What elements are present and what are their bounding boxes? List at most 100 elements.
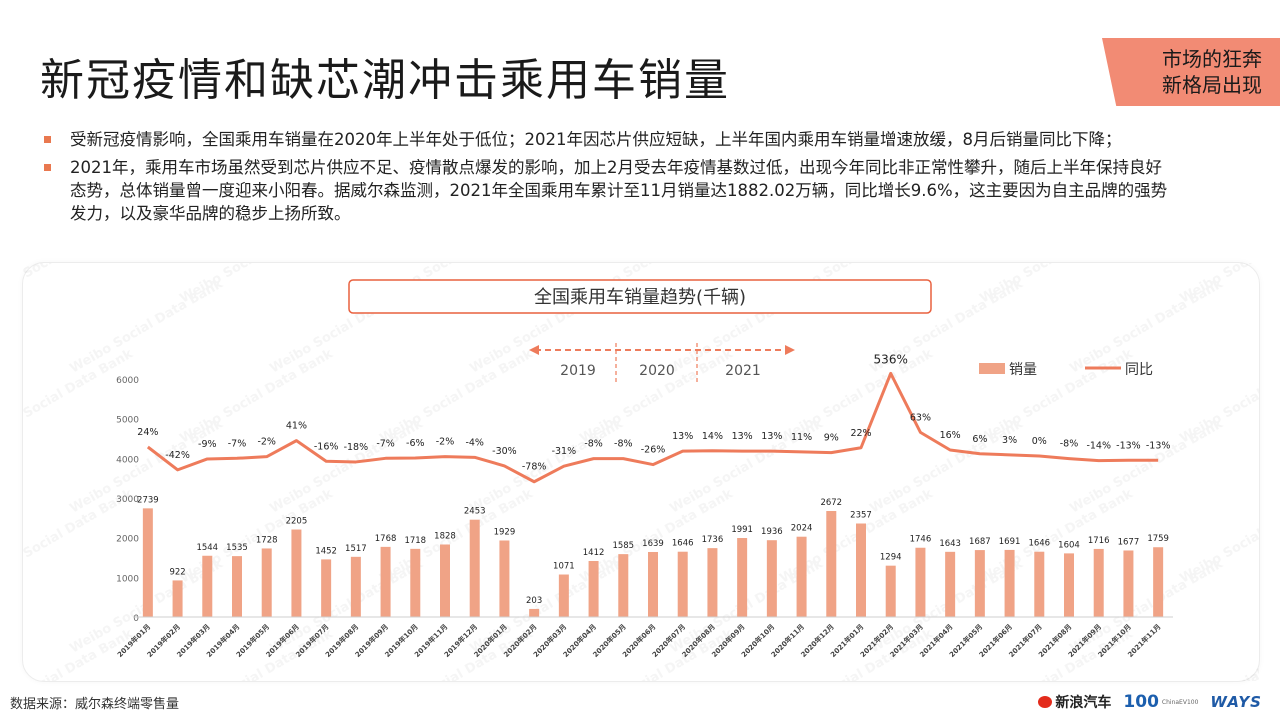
sina-auto-logo: 新浪汽车 [1038, 692, 1111, 712]
bar-value-label: 2205 [286, 517, 308, 527]
bar-value-label: 1728 [256, 535, 278, 545]
corner-tag-line-2: 新格局出现 [1162, 73, 1262, 97]
bar-value-label: 1604 [1058, 540, 1080, 550]
bar-value-label: 1718 [404, 536, 426, 546]
bar-value-labels: 2739 922 1544 1535 1728 2205 1452 1517 1768 1718 1… [137, 495, 1169, 606]
yoy-value-label: -13% [1116, 440, 1141, 451]
yoy-value-label: 13% [672, 431, 693, 442]
bar-value-label: 1071 [553, 562, 575, 572]
bar [1064, 553, 1074, 617]
bar-value-label: 203 [526, 596, 542, 606]
bar-value-label: 2672 [820, 498, 842, 508]
y-tick-label: 1000 [116, 574, 139, 584]
yoy-value-label: 14% [702, 431, 723, 442]
yoy-value-label: -30% [492, 446, 517, 457]
bar-value-label: 1643 [939, 539, 961, 549]
yoy-value-label: -78% [522, 462, 547, 473]
bar [618, 554, 629, 617]
watermark-text: Weibo Social Data Bank [468, 416, 626, 516]
bar-value-label: 1517 [345, 544, 367, 554]
period-label-2019: 2019 [560, 363, 596, 379]
bar-value-label: 1936 [761, 527, 783, 537]
corner-tag: 市场的狂奔 新格局出现 [1162, 46, 1262, 98]
watermark-text: Weibo Social Data Bank [1178, 626, 1260, 681]
chart-panel: Weibo Social Data Bank Weibo Social Data … [0, 66, 1280, 720]
bar [529, 608, 540, 617]
yoy-value-label: -7% [376, 438, 395, 449]
page-title: 新冠疫情和缺芯潮冲击乘用车销量 [40, 55, 730, 106]
bar-value-label: 1677 [1118, 537, 1140, 547]
bar-value-label: 2024 [791, 524, 813, 534]
x-axis: 2019年01月2019年02月2019年03月2019年04月2019年05月… [115, 616, 1173, 659]
bar [766, 540, 777, 617]
chinaev100-logo-mark: 100 [1123, 692, 1159, 712]
bar-value-label: 1768 [375, 534, 397, 544]
yoy-value-label: -14% [1086, 441, 1111, 452]
logo-strip: 新浪汽车 100 ChinaEV100 WAYS [1038, 690, 1262, 714]
bar-value-label: 1687 [969, 537, 991, 547]
bar [826, 511, 837, 617]
y-tick-label: 3000 [116, 495, 139, 505]
bar-value-label: 1294 [880, 553, 902, 563]
bar-value-label: 2453 [464, 507, 486, 517]
bar [380, 546, 391, 617]
bar-value-label: 1736 [702, 535, 724, 545]
yoy-value-label: 536% [874, 352, 908, 366]
sina-eye-icon [1038, 696, 1053, 708]
bar-value-label: 1646 [1028, 539, 1050, 549]
bar [142, 508, 153, 617]
y-tick-label: 2000 [116, 535, 139, 545]
bar-value-label: 1452 [315, 546, 337, 556]
bar [350, 556, 361, 617]
bar-value-label: 1691 [999, 537, 1021, 547]
corner-tag-line-1: 市场的狂奔 [1162, 47, 1262, 71]
bar [558, 574, 569, 617]
bar-value-label: 1716 [1088, 536, 1110, 546]
bar-value-label: 1828 [434, 531, 456, 541]
bar [648, 551, 658, 617]
bar [202, 555, 213, 617]
yoy-line [146, 371, 1159, 484]
bar-value-label: 1759 [1147, 534, 1169, 544]
bar [796, 536, 807, 617]
data-source: 数据来源：威尔森终端零售量 [10, 697, 180, 712]
watermark-text: Weibo Social Data Bank [1068, 416, 1226, 516]
bar [1123, 550, 1134, 617]
period-arrow-right-head [785, 345, 795, 355]
yoy-value-label: -4% [465, 437, 484, 448]
bar [974, 550, 985, 617]
bar [291, 529, 302, 617]
yoy-value-label: -13% [1146, 440, 1171, 451]
y-tick-label: 0 [133, 614, 139, 624]
y-axis: 0 1000 2000 3000 4000 5000 6000 [116, 376, 139, 624]
bar [469, 519, 480, 617]
bar [677, 551, 688, 617]
chart-legend: 销量 同比 [979, 362, 1153, 378]
bullet-item: 2021年，乘用车市场虽然受到芯片供应不足、疫情散点爆发的影响，加上2月受去年疫… [44, 156, 1174, 225]
watermark-text: Weibo Social Data Bank [23, 263, 136, 306]
bar-value-label: 2739 [137, 495, 159, 505]
bar-value-label: 1535 [226, 543, 248, 553]
bar-value-label: 1412 [583, 548, 605, 558]
bar-value-label: 1646 [672, 539, 694, 549]
yoy-value-label: 6% [972, 434, 987, 445]
sina-auto-logo-text: 新浪汽车 [1055, 695, 1112, 711]
yoy-value-label: 24% [137, 427, 158, 438]
bar-value-label: 1544 [196, 543, 218, 553]
bar-value-label: 1929 [494, 527, 516, 537]
yoy-value-label: 16% [940, 430, 961, 441]
bar [915, 547, 926, 617]
period-timeline: 2019 2020 2021 [529, 343, 795, 383]
yoy-value-label: -16% [314, 441, 339, 452]
yoy-value-label: 3% [1002, 435, 1017, 446]
yoy-value-label: 0% [1032, 436, 1047, 447]
bar [945, 551, 956, 617]
bullet-list: 受新冠疫情影响，全国乘用车销量在2020年上半年处于低位；2021年因芯片供应短… [44, 128, 1174, 230]
y-tick-label: 5000 [116, 416, 139, 426]
watermark-layer: Weibo Social Data Bank Weibo Social Data … [0, 66, 1280, 720]
yoy-value-label: 41% [286, 421, 307, 432]
bar [1153, 547, 1164, 617]
yoy-value-label: -8% [584, 439, 603, 450]
legend-bar-swatch [979, 363, 1005, 374]
bar-value-label: 1746 [910, 535, 932, 545]
